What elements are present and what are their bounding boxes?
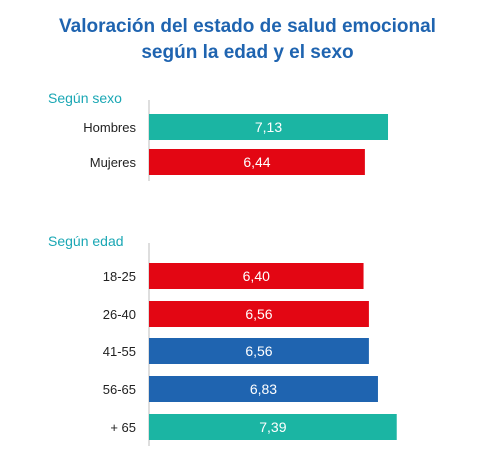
bar: [149, 301, 369, 327]
section-label: Según edad: [48, 233, 124, 249]
category-label: Mujeres: [90, 155, 137, 170]
bar-value-label: 6,44: [243, 154, 270, 170]
bar-value-label: 6,56: [245, 343, 272, 359]
bar: [149, 149, 365, 175]
section-label: Según sexo: [48, 90, 122, 106]
bar: [149, 414, 397, 440]
bar: [149, 338, 369, 364]
bar: [149, 376, 378, 402]
category-label: 26-40: [103, 307, 136, 322]
chart-title-block: Valoración del estado de salud emocional…: [0, 14, 495, 66]
category-label: + 65: [110, 420, 136, 435]
bar-value-label: 6,83: [250, 381, 277, 397]
chart-subtitle: según la edad y el sexo: [141, 42, 354, 63]
category-label: 18-25: [103, 269, 136, 284]
chart-title: Valoración del estado de salud emocional: [59, 16, 436, 37]
bar: [149, 114, 389, 140]
category-label: 56-65: [103, 382, 136, 397]
bar-value-label: 6,40: [243, 268, 270, 284]
bar-value-label: 7,13: [255, 119, 282, 135]
bar: [149, 263, 364, 289]
bar-value-label: 6,56: [245, 306, 272, 322]
category-label: Hombres: [83, 120, 136, 135]
category-label: 41-55: [103, 344, 136, 359]
bar-value-label: 7,39: [259, 419, 286, 435]
